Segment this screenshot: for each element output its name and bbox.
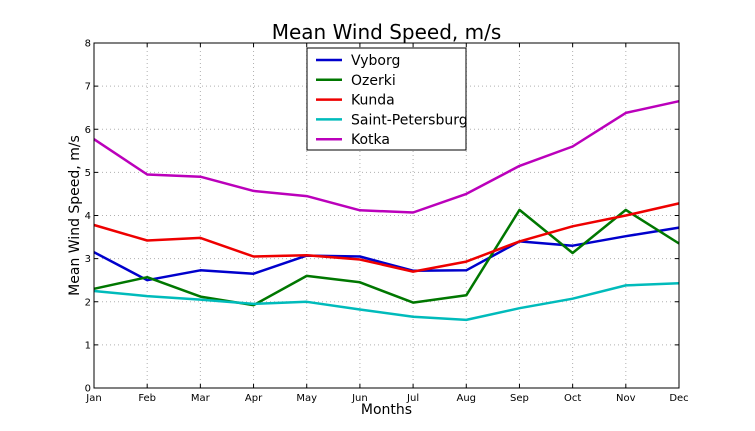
y-tick-label: 4 bbox=[85, 211, 91, 222]
chart-title: Mean Wind Speed, m/s bbox=[272, 20, 502, 44]
x-tick-label: Jan bbox=[85, 393, 101, 404]
x-tick-label: Jun bbox=[351, 393, 368, 404]
x-tick-label: Dec bbox=[669, 393, 688, 404]
legend-label: Ozerki bbox=[351, 73, 396, 89]
series-line-saint-petersburg bbox=[93, 281, 680, 322]
x-tick-label: Feb bbox=[138, 393, 156, 404]
x-axis: Jan Feb Mar Apr May Jun Jul Aug Sep Oct Nov Dec bbox=[85, 43, 689, 404]
y-tick-label: 5 bbox=[85, 168, 91, 179]
x-tick-label: Oct bbox=[564, 393, 581, 404]
y-tick-label: 7 bbox=[85, 82, 91, 93]
x-tick-label: May bbox=[296, 393, 317, 404]
y-tick-label: 1 bbox=[85, 340, 91, 351]
y-axis: 0 1 2 3 4 5 6 7 8 bbox=[85, 39, 679, 395]
legend: Vyborg Ozerki Kunda Saint-Petersburg Kotka bbox=[306, 47, 468, 151]
y-tick-label: 6 bbox=[85, 125, 91, 136]
series-line-vyborg bbox=[93, 226, 680, 282]
series-line-kotka bbox=[93, 99, 680, 214]
x-axis-label: Months bbox=[361, 402, 412, 418]
series-layer bbox=[93, 99, 680, 322]
series-line-kunda bbox=[93, 202, 680, 273]
y-tick-label: 2 bbox=[85, 297, 91, 308]
x-tick-label: Mar bbox=[191, 393, 211, 404]
y-tick-label: 8 bbox=[85, 39, 91, 50]
y-tick-label: 3 bbox=[85, 254, 91, 265]
legend-label: Kunda bbox=[351, 93, 395, 109]
legend-label: Vyborg bbox=[351, 53, 400, 69]
x-tick-label: Nov bbox=[616, 393, 636, 404]
legend-label: Kotka bbox=[351, 132, 390, 148]
x-tick-label: Apr bbox=[245, 393, 263, 404]
legend-label: Saint-Petersburg bbox=[351, 112, 468, 128]
x-tick-label: Jul bbox=[406, 393, 419, 404]
x-tick-label: Aug bbox=[457, 393, 477, 404]
y-axis-label: Mean Wind Speed, m/s bbox=[67, 135, 83, 296]
x-tick-label: Sep bbox=[510, 393, 529, 404]
series-line-ozerki bbox=[93, 208, 680, 307]
y-tick-label: 0 bbox=[85, 384, 91, 395]
